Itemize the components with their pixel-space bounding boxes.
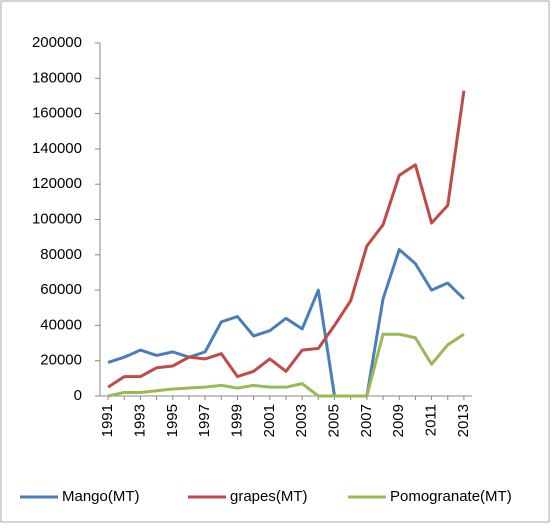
legend-label: Mango(MT) bbox=[62, 488, 140, 505]
x-tick-label: 2011 bbox=[423, 404, 440, 436]
series-line bbox=[107, 248, 465, 398]
x-tick-label: 2007 bbox=[358, 404, 375, 437]
x-tick-label: 1993 bbox=[131, 404, 148, 437]
y-tick-label: 60000 bbox=[40, 281, 82, 298]
x-tick-label: 1991 bbox=[99, 404, 116, 437]
x-tick-label: 2003 bbox=[293, 404, 310, 437]
y-tick-label: 0 bbox=[74, 387, 82, 404]
y-tick-label: 100000 bbox=[32, 210, 82, 227]
y-tick-label: 200000 bbox=[32, 34, 82, 51]
y-tick-label: 80000 bbox=[40, 246, 82, 263]
x-tick-label: 1997 bbox=[196, 404, 213, 437]
series-line bbox=[107, 90, 466, 389]
x-tick-label: 1999 bbox=[228, 404, 245, 437]
series-line bbox=[107, 332, 465, 398]
x-tick-label: 2009 bbox=[390, 404, 407, 437]
y-tick-label: 20000 bbox=[40, 352, 82, 369]
y-tick-label: 40000 bbox=[40, 316, 82, 333]
legend-label: Pomogranate(MT) bbox=[390, 488, 512, 505]
y-tick-label: 180000 bbox=[32, 69, 82, 86]
x-tick-label: 2001 bbox=[261, 404, 278, 437]
y-tick-label: 120000 bbox=[32, 175, 82, 192]
x-tick-label: 2013 bbox=[455, 404, 472, 437]
y-tick-label: 140000 bbox=[32, 140, 82, 157]
x-tick-label: 2005 bbox=[325, 404, 342, 437]
chart-border bbox=[0, 0, 550, 523]
y-tick-label: 160000 bbox=[32, 105, 82, 122]
legend-label: grapes(MT) bbox=[230, 488, 308, 505]
x-tick-label: 1995 bbox=[164, 404, 181, 437]
